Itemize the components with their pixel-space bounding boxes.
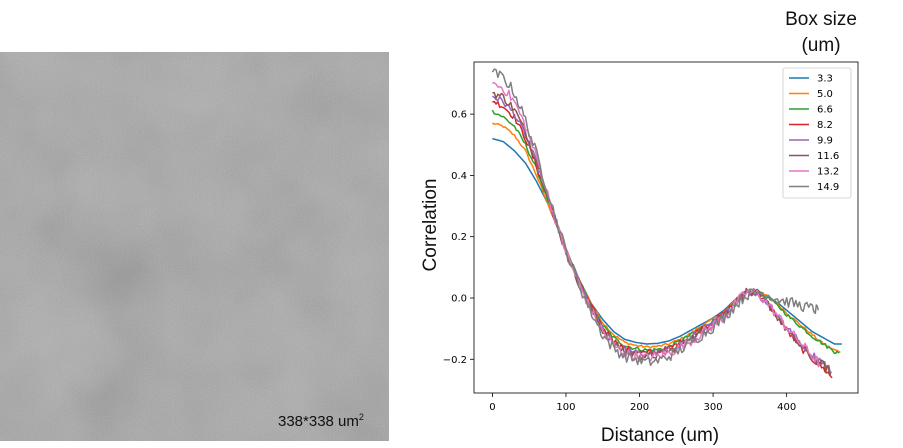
y-tick-label: 0.6 [451,110,467,121]
micrograph-image [0,52,389,441]
series-line-7 [492,82,821,368]
x-tick-label: 300 [704,402,723,413]
legend-label-2: 5.0 [817,89,833,100]
legend-label-1: 3.3 [817,74,833,85]
legend: 3.3 5.0 6.6 8.2 9.9 11.6 13.2 14.9 [782,67,852,199]
legend-label-5: 9.9 [817,136,833,147]
legend-label-6: 11.6 [817,151,839,162]
y-axis-label: Correlation [420,178,441,272]
x-axis-ticks: 0 100 200 300 400 [489,393,796,413]
series-line-6 [492,91,832,377]
plot-frame [473,61,859,394]
series-line-5 [491,95,833,374]
x-tick-label: 400 [777,402,796,413]
x-tick-label: 0 [489,402,495,413]
legend-label-7: 13.2 [817,167,839,178]
x-tick-label: 100 [556,402,575,413]
y-tick-label: −0.2 [443,355,467,366]
y-tick-label: 0.2 [451,232,467,243]
scale-label: 338*338 um2 [278,412,364,431]
y-tick-label: 0.0 [451,293,467,304]
legend-label-4: 8.2 [817,120,833,131]
legend-title: Box size (um) [785,9,857,56]
y-axis-ticks: −0.2 0.0 0.2 0.4 0.6 [443,110,474,366]
scale-text: 338*338 um [278,413,359,430]
series-line-8 [491,68,820,367]
series-line-4 [492,100,833,379]
series-lines [491,68,842,379]
legend-label-8: 14.9 [817,182,839,193]
legend-box [782,67,852,199]
legend-label-3: 6.6 [817,105,833,116]
x-axis-label: Distance (um) [600,425,720,446]
x-tick-label: 200 [630,402,649,413]
scale-superscript: 2 [358,412,364,422]
series-line-2 [491,122,841,354]
y-tick-label: 0.4 [451,171,467,182]
axes-box [473,61,859,394]
